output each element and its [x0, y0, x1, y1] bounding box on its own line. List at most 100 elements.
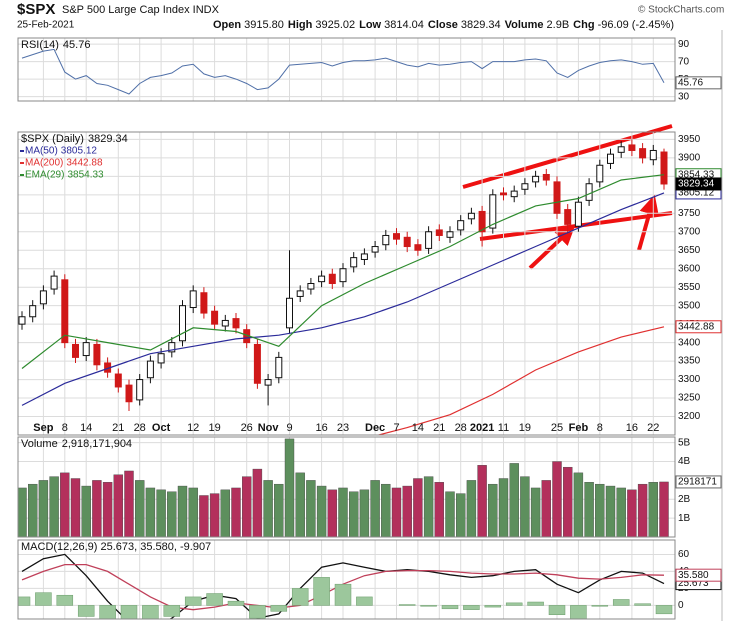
value-tag — [675, 320, 722, 334]
candle-body — [211, 310, 219, 325]
volume-bar — [284, 438, 295, 537]
line — [376, 326, 665, 435]
x-tick-label: Dec — [365, 422, 385, 434]
volume-bar — [124, 470, 134, 537]
volume-bar — [477, 465, 487, 537]
quote-label: Volume — [505, 19, 544, 31]
line — [21, 48, 665, 95]
quote-value: 3925.02 — [315, 19, 355, 31]
histogram-bar — [163, 605, 181, 617]
volume-bar — [434, 482, 444, 537]
candle-body — [564, 209, 572, 225]
histogram-bar — [56, 594, 74, 606]
volume-bar — [627, 489, 637, 537]
value-tag — [675, 76, 722, 90]
candle-body — [328, 273, 336, 285]
legend-name: MA(50) — [25, 146, 58, 157]
volume-bar — [70, 478, 81, 537]
x-tick-label: 12 — [187, 422, 199, 434]
volume-bar — [349, 491, 359, 537]
candle-body — [168, 342, 176, 353]
candle-body — [371, 246, 379, 253]
volume-bar — [595, 483, 605, 537]
candle-body — [500, 192, 507, 196]
panel-marks — [18, 437, 675, 537]
candle-body — [649, 149, 657, 161]
histogram-bar — [291, 588, 309, 606]
candle-body — [200, 292, 208, 314]
candle-body — [275, 356, 283, 379]
volume-bar — [92, 480, 102, 537]
volume-bar — [413, 478, 423, 537]
x-tick-label: 2021 — [470, 422, 494, 434]
candle-body — [585, 183, 593, 201]
histogram-bar — [463, 605, 480, 610]
volume-bar — [488, 483, 498, 537]
legend-swatch — [20, 150, 24, 152]
histogram-bar — [505, 602, 523, 606]
y-tick-label: 30 — [678, 91, 690, 102]
x-tick-label: 28 — [134, 422, 146, 434]
volume-bar — [145, 487, 156, 537]
candle-body — [553, 181, 561, 214]
volume-bar — [316, 485, 327, 537]
candle-body — [414, 244, 422, 251]
panel-frame — [17, 539, 676, 620]
volume-bar — [520, 476, 530, 537]
y-tick-label: 3700 — [678, 226, 701, 237]
volume-bar — [552, 461, 562, 537]
x-tick-label: 11 — [498, 422, 509, 434]
candle-body — [467, 212, 475, 220]
legend-value: 45.76 — [63, 39, 91, 51]
candle-body — [157, 353, 165, 364]
volume-bar — [370, 480, 380, 537]
candle-body — [628, 144, 636, 151]
candle-body — [50, 275, 58, 290]
candle-body — [382, 234, 390, 246]
candle-body — [542, 173, 550, 181]
x-tick-label: 14 — [412, 422, 424, 434]
candle-body — [286, 297, 293, 329]
histogram-bar — [398, 604, 416, 606]
y-tick-label: 3400 — [678, 337, 701, 348]
legend-value: 3442.88 — [66, 158, 103, 169]
candle-body — [264, 379, 272, 386]
y-tick-label: 3900 — [678, 153, 701, 164]
volume-bar — [177, 485, 188, 537]
x-tick-label: 9 — [286, 422, 292, 434]
histogram-bar — [227, 600, 245, 606]
quote-line: Open 3915.80 High 3925.02 Low 3814.04 Close 382… — [213, 19, 674, 31]
value-tag-label: 2918171 — [678, 477, 717, 488]
histogram-bar — [527, 601, 544, 606]
value-tag — [675, 475, 722, 489]
candle-body — [72, 343, 79, 358]
volume-bar — [498, 478, 509, 537]
histogram-bar — [120, 605, 138, 619]
line — [21, 174, 665, 369]
value-tag-label: 3805.12 — [678, 188, 715, 199]
panel-frame — [17, 131, 676, 436]
histogram-bar — [570, 605, 587, 619]
candle-body — [574, 201, 582, 227]
quote-label: Close — [428, 19, 458, 31]
value-tag-label: 25.673 — [678, 578, 709, 589]
x-tick-label: 8 — [597, 422, 603, 434]
volume-bar — [49, 476, 59, 537]
legend-title: $SPX (Daily) — [21, 133, 84, 145]
candle-body — [146, 360, 154, 379]
volume-bar — [338, 487, 348, 537]
y-tick-label: 0 — [678, 600, 684, 611]
candle-body — [639, 148, 647, 159]
volume-bar — [541, 480, 551, 537]
candle-body — [532, 175, 540, 183]
quote-label: Open — [213, 19, 241, 31]
histogram-bar — [441, 605, 459, 610]
legend-title: Volume — [21, 438, 58, 450]
candle-body — [617, 146, 625, 153]
panel-marks — [18, 38, 675, 101]
volume-bar — [231, 487, 241, 537]
x-tick-label: Oct — [152, 422, 171, 434]
legend-value: 3854.33 — [67, 170, 104, 181]
arrow — [637, 194, 659, 251]
volume-bar — [274, 483, 284, 537]
